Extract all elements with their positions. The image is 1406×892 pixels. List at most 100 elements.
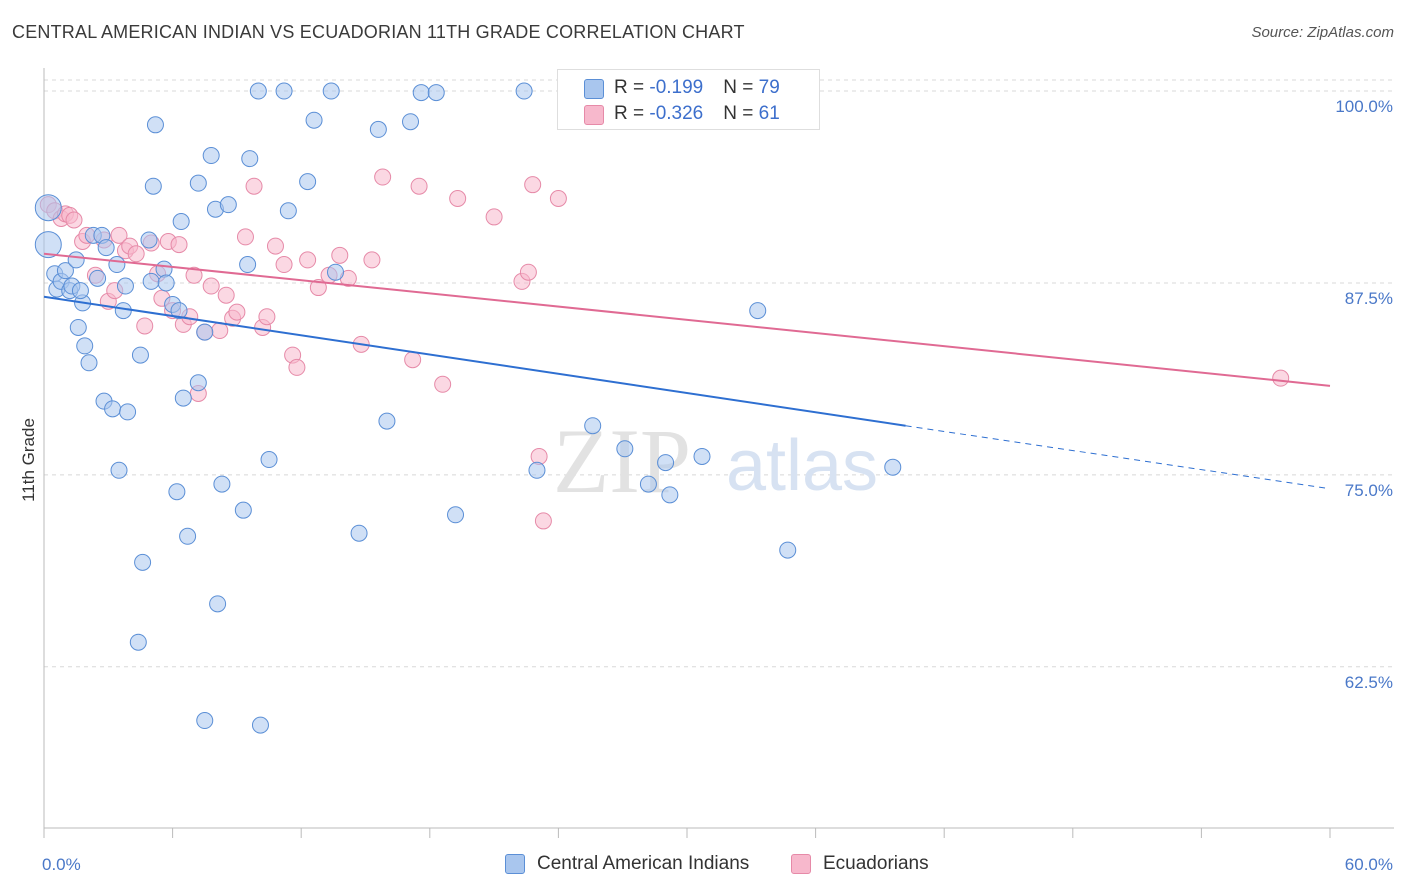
legend-n-label: N = [723, 77, 759, 98]
trendline-extension-central-american-indians [905, 425, 1331, 490]
y-tick-label: 75.0% [1345, 481, 1393, 500]
data-point-central-american-indians [234, 501, 252, 519]
data-point-ecuadorians [299, 251, 317, 269]
data-point-central-american-indians [116, 277, 134, 295]
data-point-ecuadorians [217, 286, 235, 304]
data-point-central-american-indians [299, 173, 317, 191]
data-point-ecuadorians [534, 512, 552, 530]
trendlines [43, 252, 1331, 490]
data-point-central-american-indians [114, 302, 132, 320]
data-point-ecuadorians [136, 317, 154, 335]
source-label: Source: ZipAtlas.com [1251, 24, 1394, 41]
data-point-ecuadorians [363, 251, 381, 269]
data-point-ecuadorians [236, 228, 254, 246]
gridlines [44, 79, 1394, 668]
legend-r-label: R = [614, 77, 650, 98]
data-point-ecuadorians [185, 266, 203, 284]
legend-swatch-pink [584, 105, 604, 125]
data-point-central-american-indians [369, 120, 387, 138]
data-point-central-american-indians [174, 389, 192, 407]
data-point-ecuadorians [524, 176, 542, 194]
y-tick-label: 62.5% [1345, 673, 1393, 692]
data-point-central-american-indians [251, 716, 269, 734]
data-point-central-american-indians [80, 354, 98, 372]
data-point-ecuadorians [1272, 369, 1290, 387]
data-point-central-american-indians [260, 451, 278, 469]
legend-n-value: 79 [758, 77, 780, 98]
data-point-central-american-indians [168, 483, 186, 501]
data-point-central-american-indians [279, 202, 297, 220]
data-point-central-american-indians [239, 256, 257, 274]
data-point-central-american-indians [189, 374, 207, 392]
legend-n-value: 61 [758, 103, 780, 124]
data-point-central-american-indians [219, 196, 237, 214]
data-point-ecuadorians [228, 303, 246, 321]
data-point-ecuadorians [245, 177, 263, 195]
data-point-central-american-indians [142, 272, 160, 290]
data-point-central-american-indians [71, 282, 89, 300]
data-point-central-american-indians [67, 251, 85, 269]
data-point-central-american-indians [170, 302, 188, 320]
data-point-ecuadorians [404, 351, 422, 369]
data-point-ecuadorians [275, 256, 293, 274]
data-point-central-american-indians [528, 461, 546, 479]
data-point-central-american-indians [34, 194, 62, 222]
data-point-central-american-indians [89, 269, 107, 287]
legend-n-label: N = [723, 103, 759, 124]
data-point-central-american-indians [140, 231, 158, 249]
data-point-central-american-indians [110, 461, 128, 479]
data-point-central-american-indians [209, 595, 227, 613]
legend-swatch-blue [584, 79, 604, 99]
data-point-central-american-indians [97, 239, 115, 257]
data-point-ecuadorians [258, 308, 276, 326]
data-point-central-american-indians [129, 633, 147, 651]
tick-labels: 62.5% 75.0% 87.5% 100.0% 0.0% 60.0% [42, 97, 1393, 874]
data-point-central-american-indians [322, 82, 340, 100]
data-point-ecuadorians [410, 177, 428, 195]
data-point-ecuadorians [549, 190, 567, 208]
central-american-indians-points [34, 82, 902, 734]
data-point-ecuadorians [127, 245, 145, 263]
data-point-ecuadorians [519, 263, 537, 281]
data-point-ecuadorians [434, 375, 452, 393]
legend-swatch-blue [505, 854, 525, 874]
data-point-central-american-indians [119, 403, 137, 421]
data-point-central-american-indians [172, 213, 190, 231]
data-point-ecuadorians [170, 236, 188, 254]
data-point-central-american-indians [146, 116, 164, 134]
data-point-central-american-indians [616, 440, 634, 458]
y-tick-label: 87.5% [1345, 289, 1393, 308]
data-point-central-american-indians [76, 337, 94, 355]
data-point-central-american-indians [427, 84, 445, 102]
data-point-ecuadorians [266, 237, 284, 255]
x-tick-label: 60.0% [1345, 855, 1393, 874]
data-point-central-american-indians [584, 417, 602, 435]
data-point-central-american-indians [189, 174, 207, 192]
data-point-central-american-indians [378, 412, 396, 430]
data-point-ecuadorians [202, 277, 220, 295]
data-point-central-american-indians [249, 82, 267, 100]
legend-r-value: -0.199 [649, 77, 704, 98]
data-point-central-american-indians [196, 712, 214, 730]
data-point-central-american-indians [515, 82, 533, 100]
data-point-ecuadorians [449, 190, 467, 208]
chart-title: CENTRAL AMERICAN INDIAN VS ECUADORIAN 11… [12, 22, 745, 42]
legend-label-central-american-indians: Central American Indians [537, 853, 750, 874]
data-point-central-american-indians [639, 475, 657, 493]
data-point-central-american-indians [657, 454, 675, 472]
trendline-central-american-indians [43, 295, 906, 427]
data-point-central-american-indians [661, 486, 679, 504]
legend-r-label: R = [614, 103, 650, 124]
data-point-central-american-indians [34, 231, 62, 259]
data-point-central-american-indians [241, 150, 259, 168]
legend-label-ecuadorians: Ecuadorians [823, 853, 929, 874]
watermark-atlas: atlas [726, 426, 878, 506]
data-point-central-american-indians [884, 458, 902, 476]
data-point-central-american-indians [350, 524, 368, 542]
data-point-central-american-indians [213, 475, 231, 493]
data-point-central-american-indians [179, 527, 197, 545]
axes [43, 68, 1394, 838]
data-point-central-american-indians [134, 553, 152, 571]
legend-r-value: -0.326 [649, 103, 704, 124]
